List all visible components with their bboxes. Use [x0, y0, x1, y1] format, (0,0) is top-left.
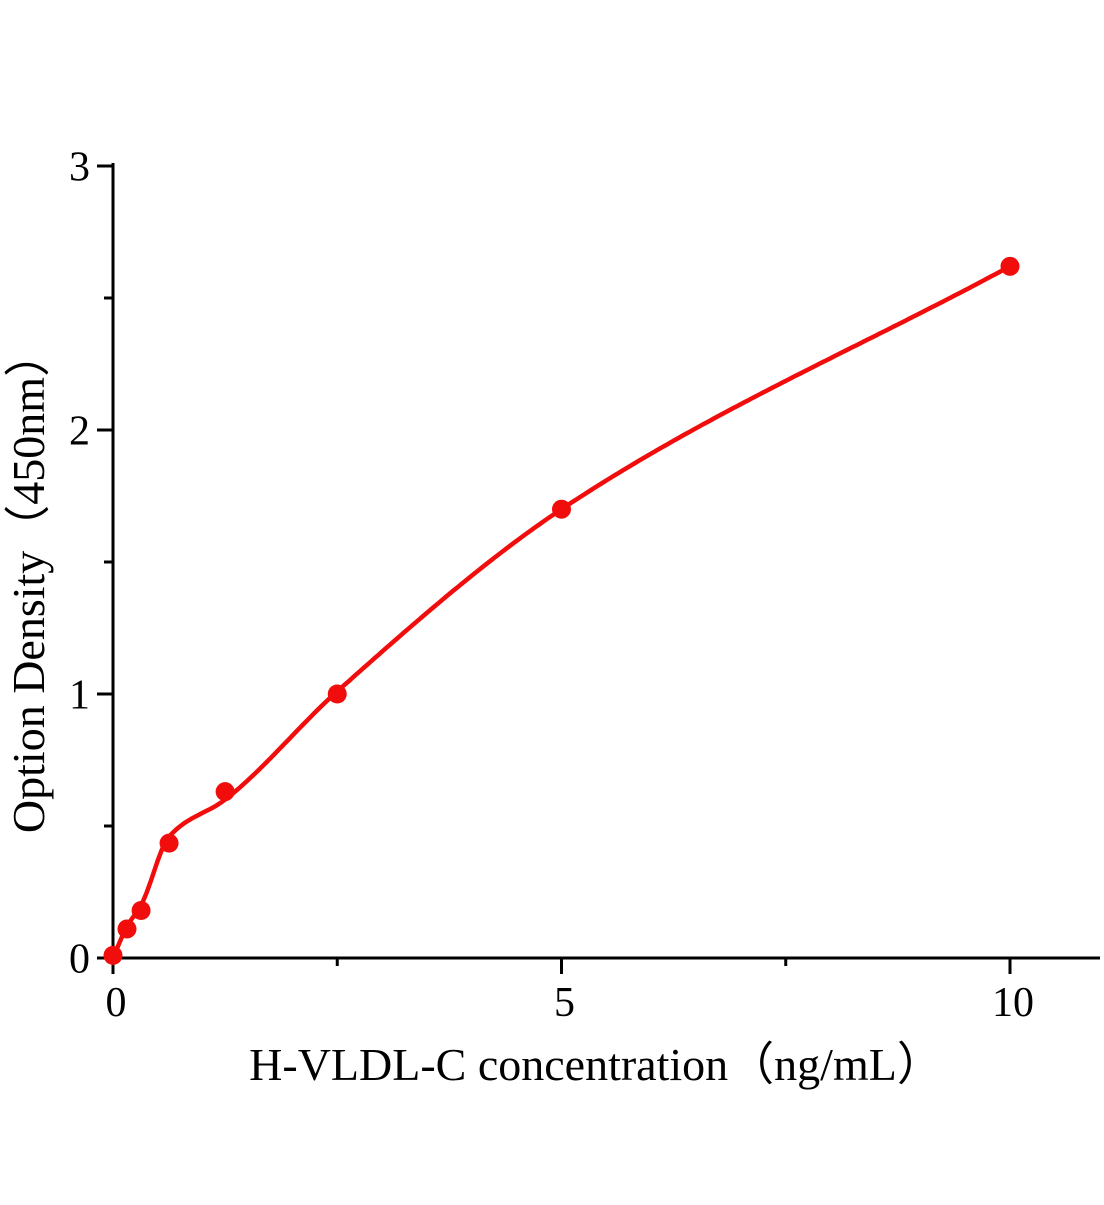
plot-layer: 0 1 2 3 0 5 10 [69, 145, 1100, 1026]
x-tick-label: 5 [554, 980, 575, 1026]
data-point [131, 900, 151, 920]
axes-frame [111, 163, 1100, 960]
data-point [159, 833, 179, 853]
y-axis-title: Option Density（450nm） [3, 331, 54, 833]
y-tick-label: 3 [69, 145, 90, 191]
data-point [327, 684, 347, 704]
x-axis-title: H-VLDL-C concentration（ng/mL） [249, 1039, 943, 1090]
x-tick-label: 10 [992, 980, 1034, 1026]
y-tick-label: 0 [69, 937, 90, 983]
data-point [103, 945, 123, 965]
x-tick-label: 0 [106, 980, 127, 1026]
data-point [552, 499, 571, 519]
y-tick-label: 1 [69, 673, 90, 719]
data-point [1000, 256, 1020, 276]
y-tick-label: 2 [69, 409, 90, 455]
fit-curve [110, 264, 1013, 961]
data-point [215, 782, 235, 802]
data-point [117, 919, 137, 939]
